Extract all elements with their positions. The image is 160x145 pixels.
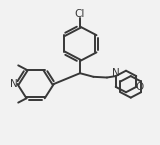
Text: N: N	[112, 68, 120, 78]
Text: Cl: Cl	[75, 9, 85, 19]
Text: N: N	[10, 79, 18, 89]
Text: O: O	[136, 82, 144, 92]
